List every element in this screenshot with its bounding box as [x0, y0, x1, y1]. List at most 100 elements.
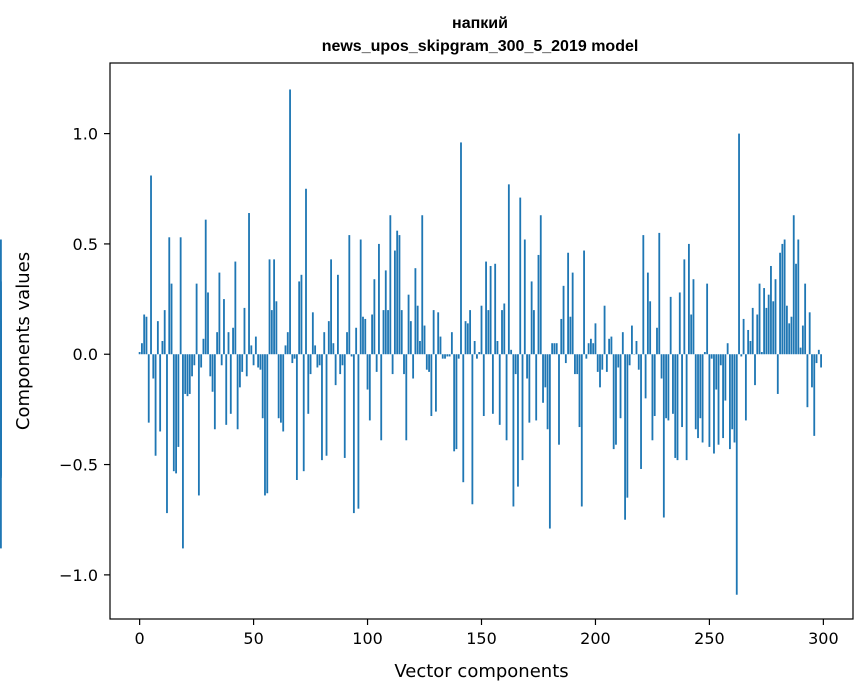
bar-260	[731, 354, 734, 430]
bar-97	[359, 239, 362, 355]
bar-56	[266, 354, 269, 494]
bar-158	[498, 354, 501, 425]
x-tick-label: 150	[466, 629, 497, 648]
bar-251	[710, 354, 713, 359]
bar-36	[220, 354, 223, 366]
bar-11	[163, 310, 166, 355]
x-tick-label: 0	[135, 629, 145, 648]
bar-174	[535, 354, 538, 421]
bar-269	[751, 307, 754, 355]
bar-283	[783, 239, 786, 355]
bar-273	[760, 352, 763, 355]
bar-57	[268, 259, 271, 355]
bar-17	[177, 354, 180, 447]
bar-61	[277, 354, 280, 419]
bar-249	[706, 283, 709, 355]
bar-291	[801, 325, 804, 355]
bar-53	[259, 354, 262, 370]
bar-161	[505, 354, 508, 441]
bar-119	[409, 321, 412, 355]
bar-241	[687, 243, 690, 355]
bar-127	[428, 354, 430, 372]
bar-180	[548, 354, 551, 529]
bar-233	[669, 296, 672, 355]
bar-91	[346, 332, 348, 355]
bar-64	[284, 345, 287, 355]
bar-281	[779, 252, 781, 355]
bar-278	[772, 301, 775, 355]
bar-245	[697, 354, 699, 439]
bar-103	[373, 279, 376, 355]
bar-290	[799, 347, 802, 355]
bar-168	[521, 354, 524, 461]
bar-234	[672, 354, 674, 414]
bar-133	[441, 354, 444, 359]
bar-286	[790, 316, 793, 355]
bar-113	[396, 230, 399, 355]
bar-77	[314, 345, 317, 355]
bar-275	[765, 307, 768, 355]
bar-235	[674, 354, 677, 458]
bar-277	[770, 265, 772, 355]
bar-undefined	[0, 354, 2, 368]
x-tick-label: 100	[352, 629, 383, 648]
bar-60	[275, 301, 278, 355]
bar-80	[321, 354, 323, 461]
bar-67	[291, 354, 294, 364]
bar-272	[758, 283, 761, 355]
bar-201	[596, 354, 599, 372]
bar-139	[455, 354, 458, 450]
bar-30	[207, 292, 209, 355]
bar-256	[722, 354, 724, 439]
bar-15	[172, 354, 175, 472]
bar-159	[501, 310, 503, 355]
bar-126	[425, 354, 428, 370]
bar-135	[446, 354, 449, 357]
bars-group	[0, 89, 822, 595]
bar-58	[270, 310, 273, 355]
bar-160	[503, 303, 506, 355]
bar-75	[309, 354, 312, 375]
bar-152	[485, 261, 487, 355]
bar-46	[243, 307, 246, 355]
bar-220	[640, 354, 642, 469]
bar-287	[792, 215, 795, 355]
bar-70	[298, 281, 301, 355]
bar-118	[407, 294, 410, 355]
bar-258	[726, 343, 729, 355]
bar-undefined	[0, 323, 2, 355]
bar-128	[430, 354, 433, 417]
bar-62	[280, 354, 282, 423]
bar-2	[143, 314, 146, 355]
bar-212	[621, 332, 624, 355]
bar-190	[571, 272, 574, 355]
bar-185	[560, 318, 563, 355]
bar-194	[580, 354, 583, 507]
bar-48	[248, 213, 250, 355]
bar-289	[797, 239, 800, 355]
bar-10	[161, 341, 164, 355]
bar-193	[578, 354, 581, 428]
bar-247	[701, 354, 704, 443]
x-tick-label: 50	[243, 629, 263, 648]
bar-73	[305, 188, 307, 355]
bar-71	[300, 274, 303, 355]
bar-50	[252, 354, 255, 366]
bar-112	[393, 250, 396, 355]
x-axis-label: Vector components	[394, 661, 568, 682]
bar-230	[662, 354, 665, 518]
bar-129	[432, 310, 435, 355]
bar-267	[747, 329, 750, 355]
bar-89	[341, 354, 344, 366]
bar-132	[439, 336, 442, 355]
bar-177	[542, 354, 544, 403]
bar-205	[605, 354, 608, 372]
bar-5	[150, 175, 152, 355]
bar-175	[537, 254, 540, 355]
bar-63	[282, 354, 285, 432]
bar-81	[323, 332, 326, 355]
y-axis-label: Components values	[13, 252, 34, 430]
bar-167	[519, 197, 522, 355]
y-axis-ticks: −1.0 −0.5 0.0 0.5 1.0	[59, 125, 110, 585]
bar-37	[223, 299, 225, 355]
